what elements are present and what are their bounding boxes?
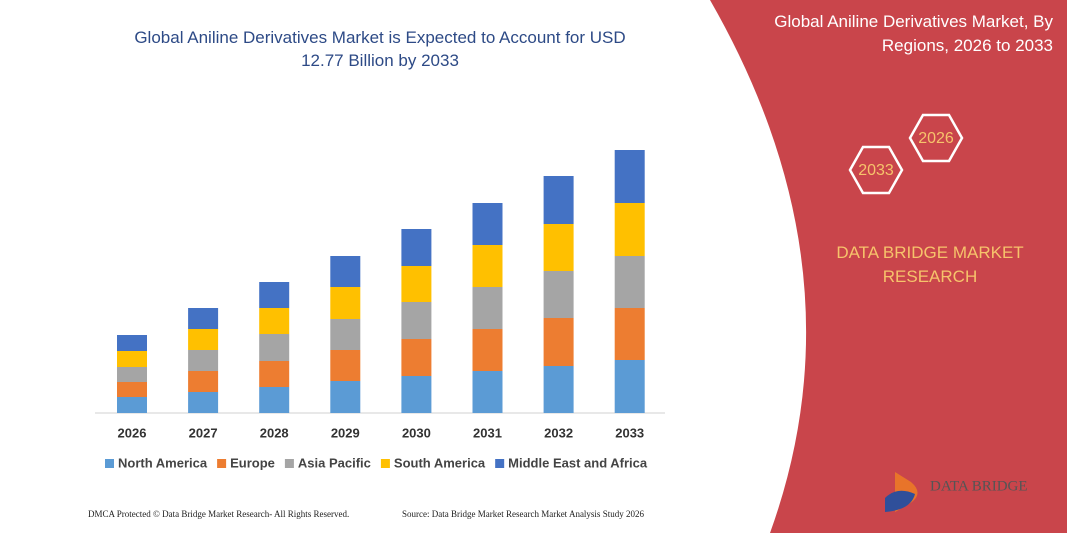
bar-segment — [188, 350, 219, 371]
legend-label: Europe — [230, 455, 275, 470]
brand-text: DATA BRIDGE MARKET RESEARCH — [836, 243, 1024, 286]
legend-label: Middle East and Africa — [508, 455, 648, 470]
bar-segment — [259, 308, 290, 334]
bar-segment — [117, 397, 147, 413]
x-tick-label: 2026 — [118, 425, 147, 440]
hexagon-label: 2033 — [858, 162, 894, 179]
bar-segment — [614, 203, 645, 256]
bar-segment — [330, 381, 361, 413]
legend-swatch — [284, 459, 294, 468]
bar-segment — [330, 350, 361, 381]
bar-segment — [401, 302, 432, 339]
bar-segment — [543, 271, 574, 318]
bar-segment — [472, 287, 503, 329]
hexagon — [848, 145, 904, 195]
bar-segment — [117, 335, 147, 351]
bar-segment — [259, 334, 290, 361]
bar-segment — [401, 339, 432, 376]
chart-title: Global Aniline Derivatives Market is Exp… — [134, 28, 626, 70]
bar-segment — [259, 282, 290, 308]
bar-segment — [472, 371, 503, 413]
x-tick-label: 2031 — [473, 425, 502, 440]
bar-segment — [472, 245, 503, 287]
bar-segment — [188, 329, 219, 350]
bar-segment — [543, 318, 574, 366]
hexagon — [908, 113, 964, 163]
x-tick-label: 2029 — [331, 425, 360, 440]
bar-segment — [330, 319, 361, 350]
bar-segment — [543, 176, 574, 224]
x-tick-label: 2033 — [615, 425, 644, 440]
bar-segment — [472, 329, 503, 371]
bar-segment — [117, 367, 147, 382]
legend-swatch — [217, 459, 227, 468]
bar-segment — [614, 360, 645, 413]
legend-swatch — [380, 459, 390, 468]
bar-segment — [188, 371, 219, 392]
bar-segment — [330, 287, 361, 319]
bar-segment — [543, 224, 574, 271]
bar-segment — [543, 366, 574, 413]
footer-left: DMCA Protected © Data Bridge Market Rese… — [88, 509, 349, 519]
panel-title: Global Aniline Derivatives Market, By Re… — [774, 12, 1053, 55]
logo-text: DATA BRIDGE — [930, 478, 1028, 494]
legend-label: North America — [118, 455, 208, 470]
bar-segment — [330, 256, 361, 287]
x-tick-label: 2027 — [189, 425, 218, 440]
legend-label: South America — [394, 455, 486, 470]
bar-segment — [401, 229, 432, 266]
bar-segment — [401, 266, 432, 302]
bar-segment — [117, 382, 147, 397]
x-tick-label: 2030 — [402, 425, 431, 440]
bar-segment — [259, 361, 290, 387]
bar-segment — [188, 392, 219, 413]
bar-segment — [188, 308, 219, 329]
logo-icon — [885, 490, 915, 512]
bar-segment — [614, 256, 645, 308]
x-tick-label: 2028 — [260, 425, 289, 440]
bar-segment — [401, 376, 432, 413]
hexagon-label: 2026 — [918, 130, 954, 147]
bar-segment — [472, 203, 503, 245]
bar-segment — [117, 351, 147, 367]
bar-segment — [614, 308, 645, 360]
legend-swatch — [105, 459, 114, 468]
bar-segment — [614, 150, 645, 203]
x-tick-label: 2032 — [544, 425, 573, 440]
bar-segment — [259, 387, 290, 413]
footer-right: Source: Data Bridge Market Research Mark… — [402, 509, 644, 519]
side-panel — [710, 0, 1067, 533]
legend-label: Asia Pacific — [298, 455, 371, 470]
legend-swatch — [495, 459, 505, 468]
